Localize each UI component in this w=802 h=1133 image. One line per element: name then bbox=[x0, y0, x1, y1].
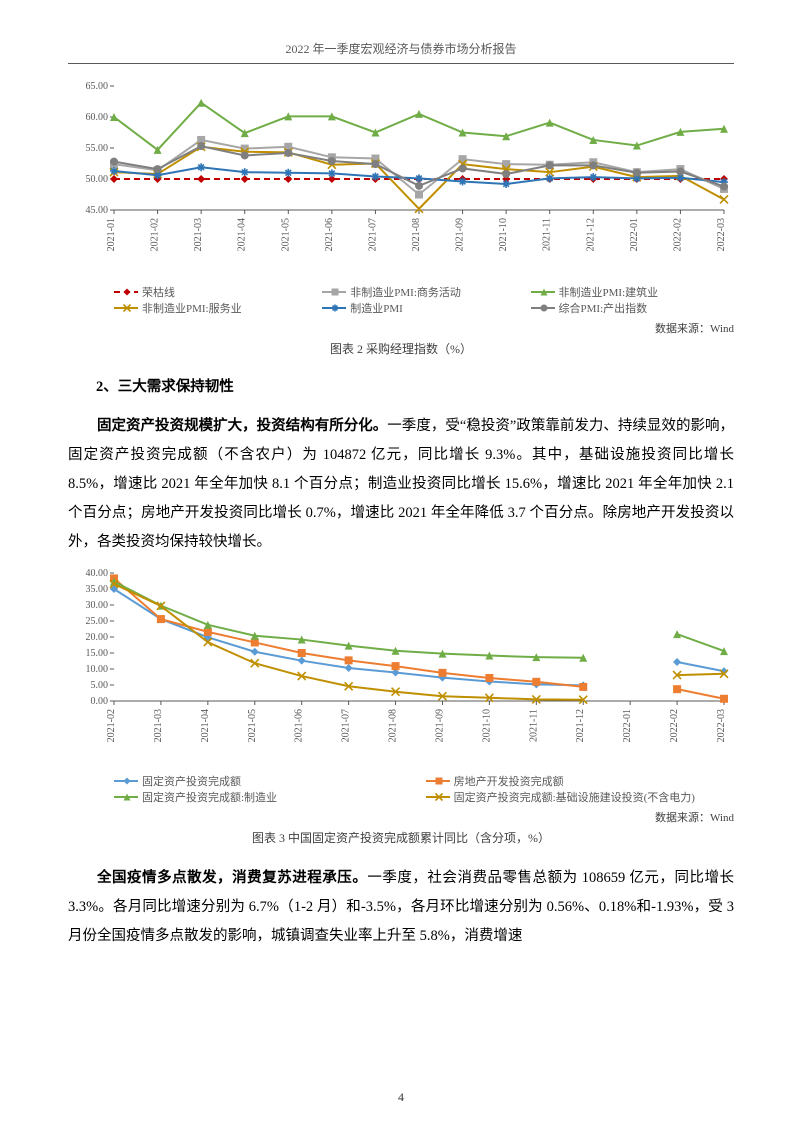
svg-text:2022-02: 2022-02 bbox=[672, 218, 683, 251]
section2-para1: 固定资产投资规模扩大，投资结构有所分化。一季度，受“稳投资”政策靠前发力、持续显… bbox=[68, 412, 734, 557]
legend-item: 房地产开发投资完成额 bbox=[426, 773, 724, 789]
chart2-legend: 荣枯线非制造业PMI:商务活动非制造业PMI:建筑业非制造业PMI:服务业制造业… bbox=[68, 282, 734, 318]
svg-text:2021-08: 2021-08 bbox=[388, 709, 399, 742]
legend-item: 非制造业PMI:服务业 bbox=[114, 300, 308, 316]
svg-text:20.00: 20.00 bbox=[86, 632, 109, 643]
svg-text:2021-10: 2021-10 bbox=[481, 709, 492, 742]
svg-text:2021-10: 2021-10 bbox=[498, 218, 509, 251]
page-number: 4 bbox=[398, 1090, 404, 1105]
chart3-container: 0.00 5.00 10.00 15.00 20.00 25.00 30.00 35.00 40… bbox=[68, 567, 734, 846]
svg-text:2021-03: 2021-03 bbox=[153, 709, 164, 742]
svg-text:2021-05: 2021-05 bbox=[280, 218, 291, 251]
legend-item: 固定资产投资完成额:基础设施建设投资(不含电力) bbox=[426, 789, 724, 805]
svg-text:2021-04: 2021-04 bbox=[200, 709, 211, 742]
legend-item: 制造业PMI bbox=[322, 300, 516, 316]
chart3-legend: 固定资产投资完成额房地产开发投资完成额固定资产投资完成额:制造业固定资产投资完成… bbox=[68, 771, 734, 807]
svg-text:15.00: 15.00 bbox=[86, 648, 109, 659]
svg-text:2022-02: 2022-02 bbox=[669, 709, 680, 742]
svg-text:40.00: 40.00 bbox=[86, 568, 109, 579]
section3-para1-bold: 全国疫情多点散发，消费复苏进程承压。 bbox=[97, 870, 367, 886]
svg-text:50.00: 50.00 bbox=[86, 174, 109, 185]
page-header: 2022 年一季度宏观经济与债券市场分析报告 bbox=[68, 40, 734, 64]
svg-text:25.00: 25.00 bbox=[86, 616, 109, 627]
svg-text:2021-02: 2021-02 bbox=[106, 709, 117, 742]
svg-text:2021-06: 2021-06 bbox=[324, 218, 335, 251]
legend-item: 固定资产投资完成额:制造业 bbox=[114, 789, 412, 805]
legend-item: 综合PMI:产出指数 bbox=[531, 300, 725, 316]
svg-text:2021-12: 2021-12 bbox=[585, 218, 596, 251]
chart2-container: 45.00 50.00 55.00 60.00 65.00 2021-01 2021-02 2… bbox=[68, 78, 734, 357]
svg-text:2021-09: 2021-09 bbox=[455, 218, 466, 251]
svg-text:2021-03: 2021-03 bbox=[193, 218, 204, 251]
legend-item: 固定资产投资完成额 bbox=[114, 773, 412, 789]
svg-text:5.00: 5.00 bbox=[91, 680, 109, 691]
svg-text:2021-07: 2021-07 bbox=[367, 218, 378, 251]
section2-para1-rest: 一季度，受“稳投资”政策靠前发力、持续显效的影响，固定资产投资完成额（不含农户）… bbox=[68, 418, 734, 550]
chart3-plot: 0.00 5.00 10.00 15.00 20.00 25.00 30.00 35.00 40… bbox=[68, 567, 734, 767]
legend-item: 非制造业PMI:建筑业 bbox=[531, 284, 725, 300]
svg-text:30.00: 30.00 bbox=[86, 600, 109, 611]
legend-item: 荣枯线 bbox=[114, 284, 308, 300]
svg-text:2021-02: 2021-02 bbox=[150, 218, 161, 251]
svg-text:2021-11: 2021-11 bbox=[528, 709, 539, 742]
svg-text:2021-07: 2021-07 bbox=[341, 709, 352, 742]
chart3-caption: 图表 3 中国固定资产投资完成额累计同比（含分项，%） bbox=[68, 829, 734, 846]
svg-text:0.00: 0.00 bbox=[91, 696, 109, 707]
svg-text:2022-03: 2022-03 bbox=[716, 218, 727, 251]
svg-text:60.00: 60.00 bbox=[86, 112, 109, 123]
svg-text:2021-12: 2021-12 bbox=[575, 709, 586, 742]
svg-text:2021-08: 2021-08 bbox=[411, 218, 422, 251]
svg-text:10.00: 10.00 bbox=[86, 664, 109, 675]
svg-text:2021-11: 2021-11 bbox=[542, 218, 553, 251]
chart2-caption: 图表 2 采购经理指数（%） bbox=[68, 340, 734, 357]
svg-text:2021-01: 2021-01 bbox=[106, 218, 117, 251]
svg-text:55.00: 55.00 bbox=[86, 143, 109, 154]
svg-text:45.00: 45.00 bbox=[86, 205, 109, 216]
chart2-plot: 45.00 50.00 55.00 60.00 65.00 2021-01 2021-02 2… bbox=[68, 78, 734, 278]
svg-text:65.00: 65.00 bbox=[86, 81, 109, 92]
svg-text:2021-09: 2021-09 bbox=[434, 709, 445, 742]
svg-text:2022-03: 2022-03 bbox=[716, 709, 727, 742]
section2-para1-bold: 固定资产投资规模扩大，投资结构有所分化。 bbox=[97, 418, 387, 434]
svg-text:2021-05: 2021-05 bbox=[247, 709, 258, 742]
svg-text:2021-04: 2021-04 bbox=[237, 218, 248, 251]
svg-text:2022-01: 2022-01 bbox=[622, 709, 633, 742]
section2-heading: 2、三大需求保持韧性 bbox=[96, 375, 734, 396]
svg-text:35.00: 35.00 bbox=[86, 584, 109, 595]
chart3-source: 数据来源：Wind bbox=[68, 809, 734, 825]
section3-para1: 全国疫情多点散发，消费复苏进程承压。一季度，社会消费品零售总额为 108659 … bbox=[68, 864, 734, 951]
chart2-source: 数据来源：Wind bbox=[68, 320, 734, 336]
svg-text:2022-01: 2022-01 bbox=[629, 218, 640, 251]
legend-item: 非制造业PMI:商务活动 bbox=[322, 284, 516, 300]
svg-text:2021-06: 2021-06 bbox=[294, 709, 305, 742]
